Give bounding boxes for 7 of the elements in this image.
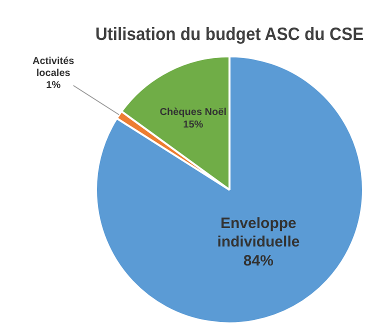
slice-label: Enveloppe individuelle xyxy=(217,214,300,251)
slice-label: Chèques Noël xyxy=(160,106,227,118)
chart-title: Utilisation du budget ASC du CSE xyxy=(95,23,364,44)
slice-label: Activités locales xyxy=(32,56,75,80)
data-label: 15% xyxy=(183,119,204,130)
data-label: 1% xyxy=(46,80,61,92)
data-label: 84% xyxy=(243,252,274,270)
